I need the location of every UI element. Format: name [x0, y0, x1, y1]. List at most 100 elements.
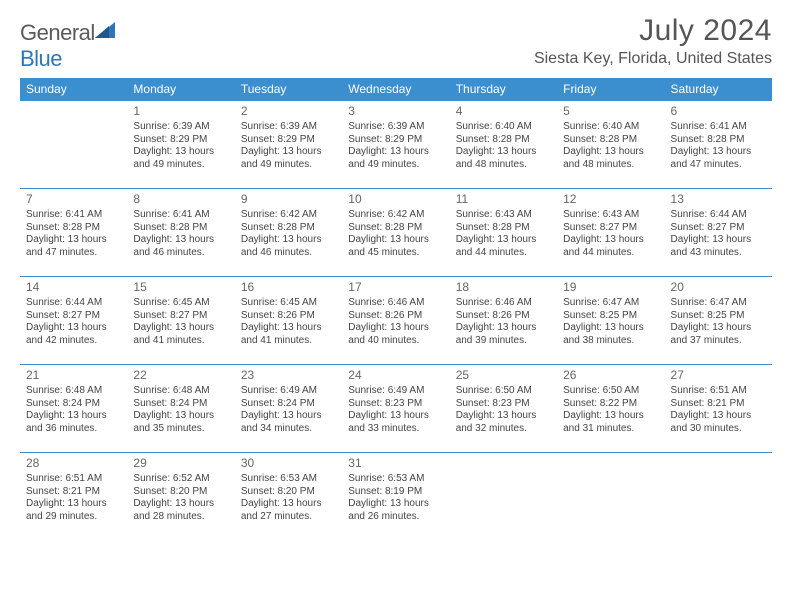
sunrise-text: Sunrise: 6:39 AM: [348, 121, 443, 134]
day-number: 15: [133, 280, 228, 295]
location-subtitle: Siesta Key, Florida, United States: [534, 50, 772, 68]
day-number: 12: [563, 192, 658, 207]
sunset-text: Sunset: 8:28 PM: [133, 222, 228, 235]
day-number: 22: [133, 368, 228, 383]
sunrise-text: Sunrise: 6:48 AM: [133, 385, 228, 398]
sunrise-text: Sunrise: 6:45 AM: [133, 297, 228, 310]
calendar-day-cell: 8Sunrise: 6:41 AMSunset: 8:28 PMDaylight…: [127, 189, 234, 277]
brand-text: General Blue: [20, 20, 117, 72]
daylight-text: Daylight: 13 hours and 41 minutes.: [241, 322, 336, 347]
day-number: 2: [241, 104, 336, 119]
sunset-text: Sunset: 8:26 PM: [241, 310, 336, 323]
sunset-text: Sunset: 8:27 PM: [26, 310, 121, 323]
calendar-day-cell: 17Sunrise: 6:46 AMSunset: 8:26 PMDayligh…: [342, 277, 449, 365]
daylight-text: Daylight: 13 hours and 32 minutes.: [456, 410, 551, 435]
daylight-text: Daylight: 13 hours and 47 minutes.: [671, 146, 766, 171]
calendar-table: SundayMondayTuesdayWednesdayThursdayFrid…: [20, 78, 772, 541]
calendar-empty-cell: [20, 101, 127, 189]
calendar-day-cell: 12 Sunrise: 6:43 AMSunset: 8:27 PMDayligh…: [557, 189, 664, 277]
sunset-text: Sunset: 8:28 PM: [456, 222, 551, 235]
day-number: 23: [241, 368, 336, 383]
calendar-day-cell: 31Sunrise: 6:53 AMSunset: 8:19 PMDayligh…: [342, 453, 449, 541]
calendar-day-cell: 3Sunrise: 6:39 AMSunset: 8:29 PMDaylight…: [342, 101, 449, 189]
day-number: 10: [348, 192, 443, 207]
daylight-text: Daylight: 13 hours and 43 minutes.: [671, 234, 766, 259]
dow-header: Wednesday: [342, 78, 449, 101]
sunset-text: Sunset: 8:26 PM: [348, 310, 443, 323]
day-number: 14: [26, 280, 121, 295]
calendar-day-cell: 21Sunrise: 6:48 AMSunset: 8:24 PMDayligh…: [20, 365, 127, 453]
calendar-day-cell: 14Sunrise: 6:44 AMSunset: 8:27 PMDayligh…: [20, 277, 127, 365]
sunrise-text: Sunrise: 6:43 AM: [563, 209, 658, 222]
dow-header: Sunday: [20, 78, 127, 101]
dow-header: Tuesday: [235, 78, 342, 101]
sunrise-text: Sunrise: 6:47 AM: [563, 297, 658, 310]
sunset-text: Sunset: 8:24 PM: [26, 398, 121, 411]
sunrise-text: Sunrise: 6:42 AM: [348, 209, 443, 222]
calendar-empty-cell: [665, 453, 772, 541]
calendar-day-cell: 28Sunrise: 6:51 AMSunset: 8:21 PMDayligh…: [20, 453, 127, 541]
sunrise-text: Sunrise: 6:44 AM: [26, 297, 121, 310]
daylight-text: Daylight: 13 hours and 28 minutes.: [133, 498, 228, 523]
sunrise-text: Sunrise: 6:53 AM: [348, 473, 443, 486]
day-number: 30: [241, 456, 336, 471]
day-number: 27: [671, 368, 766, 383]
daylight-text: Daylight: 13 hours and 48 minutes.: [563, 146, 658, 171]
dow-header: Saturday: [665, 78, 772, 101]
daylight-text: Daylight: 13 hours and 36 minutes.: [26, 410, 121, 435]
day-number: 26: [563, 368, 658, 383]
day-number: 24: [348, 368, 443, 383]
brand-logo: General Blue: [20, 14, 117, 72]
day-number: 16: [241, 280, 336, 295]
sunset-text: Sunset: 8:23 PM: [348, 398, 443, 411]
sunrise-text: Sunrise: 6:49 AM: [348, 385, 443, 398]
sunset-text: Sunset: 8:28 PM: [456, 134, 551, 147]
sunrise-text: Sunrise: 6:51 AM: [26, 473, 121, 486]
sunset-text: Sunset: 8:29 PM: [241, 134, 336, 147]
calendar-day-cell: 29Sunrise: 6:52 AMSunset: 8:20 PMDayligh…: [127, 453, 234, 541]
dow-header: Monday: [127, 78, 234, 101]
sunset-text: Sunset: 8:20 PM: [241, 486, 336, 499]
daylight-text: Daylight: 13 hours and 27 minutes.: [241, 498, 336, 523]
sunset-text: Sunset: 8:28 PM: [348, 222, 443, 235]
sunrise-text: Sunrise: 6:46 AM: [456, 297, 551, 310]
sunset-text: Sunset: 8:19 PM: [348, 486, 443, 499]
title-block: July 2024 Siesta Key, Florida, United St…: [534, 14, 772, 68]
sunrise-text: Sunrise: 6:52 AM: [133, 473, 228, 486]
daylight-text: Daylight: 13 hours and 35 minutes.: [133, 410, 228, 435]
daylight-text: Daylight: 13 hours and 48 minutes.: [456, 146, 551, 171]
daylight-text: Daylight: 13 hours and 37 minutes.: [671, 322, 766, 347]
brand-word-2: Blue: [20, 46, 62, 71]
calendar-day-cell: 15Sunrise: 6:45 AMSunset: 8:27 PMDayligh…: [127, 277, 234, 365]
dow-header: Thursday: [450, 78, 557, 101]
sunrise-text: Sunrise: 6:41 AM: [133, 209, 228, 222]
sunrise-text: Sunrise: 6:40 AM: [563, 121, 658, 134]
sunset-text: Sunset: 8:27 PM: [133, 310, 228, 323]
day-number: 3: [348, 104, 443, 119]
sunrise-text: Sunrise: 6:44 AM: [671, 209, 766, 222]
daylight-text: Daylight: 13 hours and 33 minutes.: [348, 410, 443, 435]
day-number: 1: [133, 104, 228, 119]
daylight-text: Daylight: 13 hours and 30 minutes.: [671, 410, 766, 435]
calendar-week-row: 7Sunrise: 6:41 AMSunset: 8:28 PMDaylight…: [20, 189, 772, 277]
sunrise-text: Sunrise: 6:40 AM: [456, 121, 551, 134]
daylight-text: Daylight: 13 hours and 26 minutes.: [348, 498, 443, 523]
daylight-text: Daylight: 13 hours and 49 minutes.: [348, 146, 443, 171]
sunset-text: Sunset: 8:28 PM: [26, 222, 121, 235]
day-number: 20: [671, 280, 766, 295]
sunrise-text: Sunrise: 6:39 AM: [241, 121, 336, 134]
day-number: 9: [241, 192, 336, 207]
sunset-text: Sunset: 8:22 PM: [563, 398, 658, 411]
daylight-text: Daylight: 13 hours and 44 minutes.: [563, 234, 658, 259]
sunset-text: Sunset: 8:28 PM: [671, 134, 766, 147]
calendar-day-cell: 2Sunrise: 6:39 AMSunset: 8:29 PMDaylight…: [235, 101, 342, 189]
calendar-day-cell: 5Sunrise: 6:40 AMSunset: 8:28 PMDaylight…: [557, 101, 664, 189]
sunset-text: Sunset: 8:27 PM: [563, 222, 658, 235]
sunrise-text: Sunrise: 6:47 AM: [671, 297, 766, 310]
day-number: 11: [456, 192, 551, 207]
month-title: July 2024: [534, 14, 772, 48]
calendar-day-cell: 22Sunrise: 6:48 AMSunset: 8:24 PMDayligh…: [127, 365, 234, 453]
daylight-text: Daylight: 13 hours and 29 minutes.: [26, 498, 121, 523]
daylight-text: Daylight: 13 hours and 46 minutes.: [133, 234, 228, 259]
calendar-week-row: 14Sunrise: 6:44 AMSunset: 8:27 PMDayligh…: [20, 277, 772, 365]
